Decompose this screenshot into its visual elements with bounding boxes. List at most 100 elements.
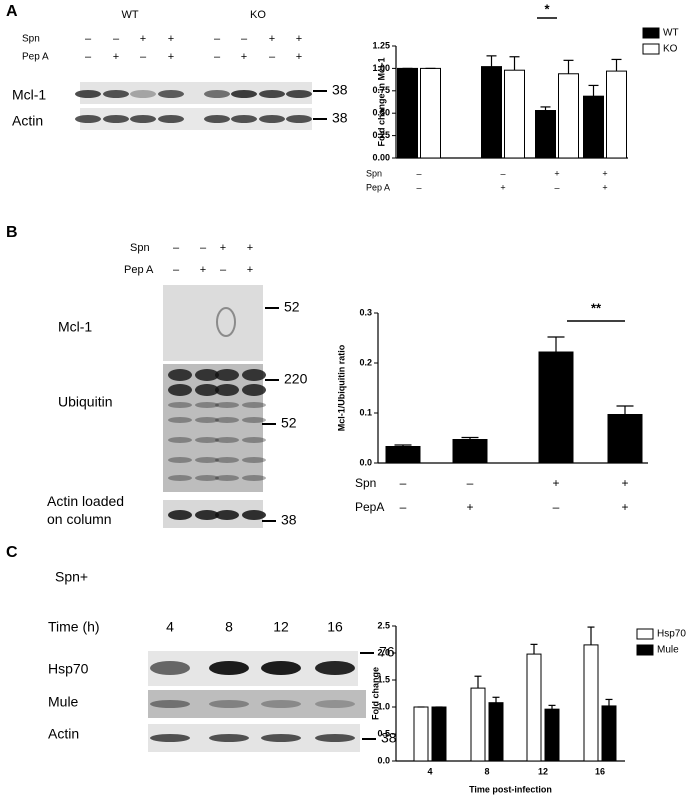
blot-band	[168, 417, 192, 423]
x-row-sign: +	[621, 476, 628, 490]
bar	[583, 95, 604, 159]
blot-band	[150, 734, 190, 742]
lane-label: 12	[273, 619, 289, 635]
bar	[535, 110, 556, 159]
bar	[504, 69, 525, 159]
blot-band	[168, 402, 192, 408]
x-row-sign: –	[416, 182, 421, 192]
lane-label: 4	[166, 619, 174, 635]
blot-band	[168, 457, 192, 463]
blot-band	[231, 115, 257, 123]
blot-band	[216, 307, 236, 337]
y-axis-label: Mcl-1/Ubiquitin ratio	[336, 344, 346, 431]
blot-strip	[148, 690, 366, 718]
x-tick-label: 4	[427, 766, 432, 776]
panel-letter: C	[6, 544, 18, 561]
lane-sign: +	[200, 264, 206, 276]
y-tick-label: 1.0	[377, 701, 390, 711]
lane-sign: +	[168, 33, 174, 45]
blot-strip	[163, 364, 263, 492]
blot-strip	[80, 108, 312, 130]
row-label: Pep A	[22, 52, 49, 63]
x-row-sign: +	[602, 168, 607, 178]
y-tick-label: 0.5	[377, 728, 390, 738]
bar	[601, 705, 617, 762]
bar	[538, 351, 574, 464]
bar	[413, 706, 429, 762]
band-label: Actin loaded on column	[47, 493, 125, 527]
band-label: Actin	[12, 113, 43, 129]
lane-sign: –	[113, 33, 120, 45]
lane-sign: +	[247, 264, 253, 276]
y-tick-label: 0.0	[359, 457, 372, 467]
blot-band	[158, 90, 184, 98]
marker-label: 52	[281, 415, 297, 431]
legend-swatch	[642, 43, 660, 55]
lane-sign: –	[220, 264, 227, 276]
x-row-sign: +	[602, 182, 607, 192]
blot-band	[103, 115, 129, 123]
lane-header: Time (h)	[48, 619, 100, 635]
blot-band	[168, 437, 192, 443]
x-tick-label: 12	[538, 766, 548, 776]
lane-sign: –	[269, 51, 276, 63]
bar	[481, 66, 502, 159]
lane-sign: +	[269, 33, 275, 45]
y-tick-label: 0.1	[359, 407, 372, 417]
x-row-label: Pep A	[366, 182, 390, 192]
legend-label: KO	[663, 44, 678, 55]
blot-band	[315, 734, 355, 742]
blot-band	[215, 402, 239, 408]
blot-band	[150, 700, 190, 708]
blot-band	[204, 115, 230, 123]
bar	[420, 67, 441, 159]
bar	[452, 439, 488, 464]
y-tick-label: 0.75	[372, 85, 390, 95]
blot-band	[209, 661, 249, 675]
marker-label: 52	[284, 299, 300, 315]
x-axis-label: Time post-infection	[469, 784, 552, 794]
y-tick-label: 0.2	[359, 357, 372, 367]
x-row-sign: –	[400, 500, 407, 514]
blot-band	[261, 700, 301, 708]
blot-band	[286, 115, 312, 123]
lane-sign: +	[247, 242, 253, 254]
band-label: Hsp70	[48, 661, 89, 677]
lane-sign: –	[200, 242, 207, 254]
bar	[431, 706, 447, 762]
blot-band	[195, 384, 219, 396]
lane-sign: +	[296, 51, 302, 63]
y-tick-label: 2.0	[377, 647, 390, 657]
blot-band	[195, 417, 219, 423]
blot-band	[103, 90, 129, 98]
blot-band	[195, 402, 219, 408]
lane-label: 8	[225, 619, 233, 635]
group-label: KO	[250, 9, 266, 21]
blot-band	[261, 661, 301, 675]
legend-swatch	[636, 644, 654, 656]
blot-band	[75, 90, 101, 98]
blot-band	[259, 90, 285, 98]
blot-band	[204, 90, 230, 98]
x-row-label: Spn	[355, 476, 376, 490]
blot-band	[215, 510, 239, 520]
legend-swatch	[642, 27, 660, 39]
blot-band	[242, 437, 266, 443]
y-tick-label: 2.5	[377, 620, 390, 630]
significance-label: *	[544, 1, 550, 16]
blot-band	[242, 402, 266, 408]
y-tick-label: 1.25	[372, 40, 390, 50]
x-row-sign: –	[400, 476, 407, 490]
x-row-sign: –	[500, 168, 505, 178]
blot-band	[242, 510, 266, 520]
y-tick-label: 1.00	[372, 63, 390, 73]
blot-band	[195, 369, 219, 381]
blot-band	[215, 437, 239, 443]
blot-band	[242, 457, 266, 463]
blot-band	[215, 384, 239, 396]
condition-label: Spn+	[55, 569, 88, 585]
x-row-sign: +	[466, 500, 473, 514]
y-axis-label: Fold change	[370, 667, 380, 720]
